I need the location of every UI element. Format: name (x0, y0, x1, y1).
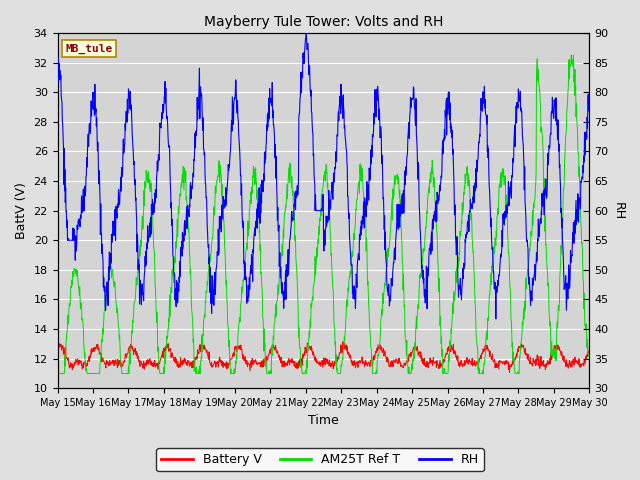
Legend: Battery V, AM25T Ref T, RH: Battery V, AM25T Ref T, RH (156, 448, 484, 471)
Y-axis label: RH: RH (612, 202, 625, 220)
Y-axis label: BattV (V): BattV (V) (15, 182, 28, 239)
Text: MB_tule: MB_tule (65, 44, 113, 54)
X-axis label: Time: Time (308, 414, 339, 427)
Title: Mayberry Tule Tower: Volts and RH: Mayberry Tule Tower: Volts and RH (204, 15, 443, 29)
